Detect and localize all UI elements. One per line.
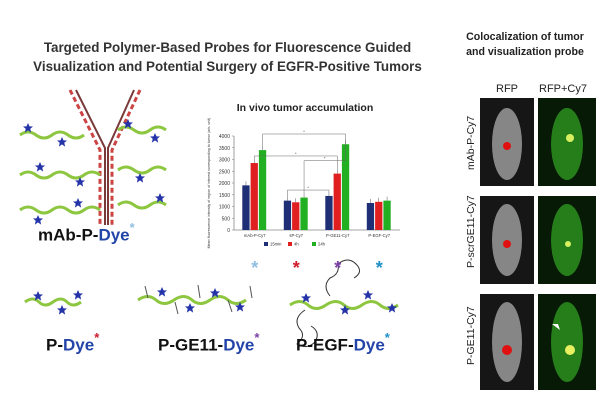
y-tick-label: 3000: [219, 158, 230, 164]
y-tick-label: 4000: [219, 134, 230, 140]
category-marker-1: *: [293, 258, 300, 278]
y-tick-label: 1000: [219, 205, 230, 211]
bar-24h-0: [258, 150, 267, 230]
mouse-image-grid: [480, 98, 596, 390]
probe-label-mab: mAb-P-Dye*: [38, 220, 135, 245]
significance-star: *: [295, 151, 297, 156]
chart-title: In vivo tumor accumulation: [236, 102, 374, 114]
arrow-icon: [552, 324, 564, 330]
row-label-ge11: P-GE11-Cy7: [465, 306, 477, 365]
significance-star: *: [303, 129, 305, 134]
significance-star: *: [307, 185, 309, 190]
bar-15min-3: [366, 202, 375, 230]
bar-15min-0: [242, 185, 250, 230]
coloc-title-line-2: and visualization probe: [466, 46, 584, 58]
bar-15min-1: [283, 200, 292, 230]
significance-star: *: [324, 156, 326, 161]
legend-label-4h: 4h: [294, 242, 299, 247]
bar-chart: 0 500 1000 1500 2000 2500 3000 3500 4000 Mean flu…: [207, 118, 400, 278]
col-header-rfp: RFP: [496, 83, 518, 95]
x-tick-label: P-GE11-Cy7: [326, 233, 350, 238]
legend-swatch-24h: [312, 242, 316, 246]
probe-marker-mab: *: [129, 220, 135, 235]
y-tick-label: 2500: [219, 169, 230, 175]
y-tick-label: 3500: [219, 146, 230, 152]
title-line-1: Targeted Polymer-Based Probes for Fluore…: [43, 40, 412, 55]
antibody-icon: [68, 89, 142, 225]
bar-4h-2: [333, 173, 341, 230]
bar-24h-3: [383, 200, 391, 230]
significance-bracket: [254, 155, 338, 170]
p-dye-chain: [24, 290, 83, 315]
colocalization-title: Colocalization of tumor and visualizatio…: [450, 30, 600, 60]
category-marker-3: *: [376, 258, 383, 278]
probe-label-ge11: P-GE11-Dye*: [158, 330, 260, 355]
bar-15min-2: [325, 195, 333, 230]
p-egf-chain: [289, 259, 399, 348]
title-line-2: Visualization and Potential Surgery of E…: [33, 59, 422, 74]
y-tick-label: 2000: [219, 181, 230, 187]
col-header-rfp-cy7: RFP+Cy7: [539, 83, 587, 95]
legend-label-15min: 15min: [270, 242, 282, 247]
legend-swatch-15min: [264, 242, 268, 246]
row-label-mab: mAb-P-Cy7: [465, 115, 477, 170]
y-axis-label: Mean fluorescence intensity of region of…: [207, 118, 211, 248]
p-ge11-chain: [137, 284, 253, 315]
probe-marker-ge11: *: [254, 330, 260, 345]
y-tick-label: 1500: [219, 193, 230, 199]
probe-label-egf: P-EGF-Dye*: [296, 330, 390, 355]
bar-24h-1: [300, 197, 308, 230]
legend-swatch-4h: [288, 242, 292, 246]
row-label-scrge11: P-scrGE11-Cy7: [465, 195, 477, 268]
bar-4h-0: [250, 163, 258, 230]
legend-label-24h: 24h: [318, 242, 326, 247]
category-marker-2: *: [334, 258, 341, 278]
coloc-title-line-1: Colocalization of tumor: [466, 31, 584, 43]
significance-bracket: [262, 133, 346, 147]
y-tick-label: 0: [227, 228, 230, 234]
x-tick-label: mAb-P-Cy7: [244, 233, 266, 238]
bar-4h-3: [375, 201, 383, 230]
category-marker-0: *: [251, 258, 258, 278]
y-tick-label: 500: [222, 216, 231, 222]
significance-bracket: [287, 189, 330, 197]
probe-label-p: P-Dye*: [46, 330, 100, 355]
probe-marker-egf: *: [384, 330, 390, 345]
x-tick-label: P-EGF-Cy7: [368, 233, 390, 238]
bar-4h-1: [292, 202, 300, 230]
polymer-illustrations: [19, 89, 399, 348]
probe-marker-p: *: [94, 330, 100, 345]
bar-24h-2: [341, 144, 350, 230]
significance-bracket: [303, 140, 346, 194]
page-title: Targeted Polymer-Based Probes for Fluore…: [15, 38, 440, 76]
x-tick-label: sP-Cy7: [289, 233, 303, 238]
